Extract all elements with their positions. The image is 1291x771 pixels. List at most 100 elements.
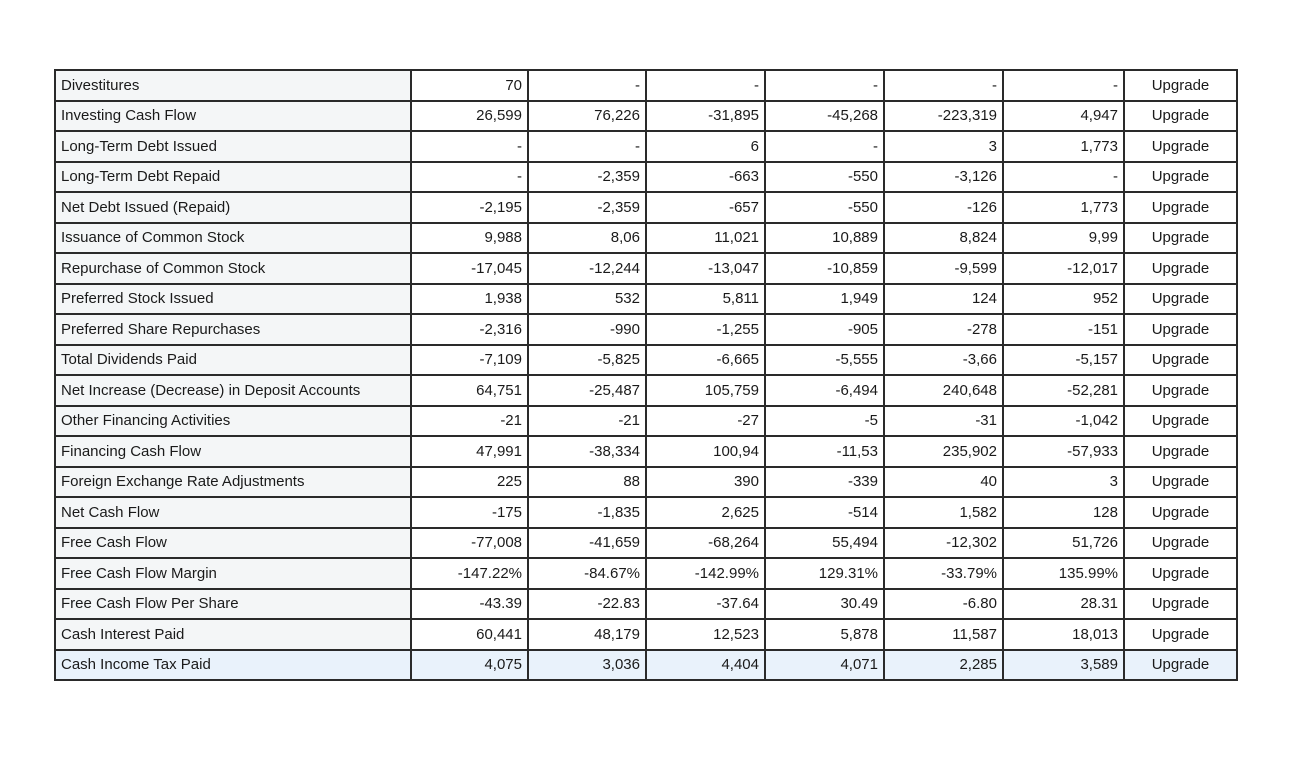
row-label-cell: Long-Term Debt Repaid [54,160,412,193]
upgrade-link[interactable]: Upgrade [1123,69,1238,102]
value-cell: -990 [527,313,647,346]
table-row: Preferred Share Repurchases -2,316 -990 -1,… [54,313,1238,346]
value-cell: 55,494 [764,526,885,559]
value-cell: - [645,69,766,102]
value-cell: -1,255 [645,313,766,346]
upgrade-link[interactable]: Upgrade [1123,496,1238,529]
value-cell: 8,824 [883,221,1004,254]
upgrade-link[interactable]: Upgrade [1123,221,1238,254]
value-cell: 8,06 [527,221,647,254]
value-cell: 64,751 [410,374,529,407]
value-cell: -2,359 [527,191,647,224]
value-cell: -223,319 [883,99,1004,132]
upgrade-link[interactable]: Upgrade [1123,526,1238,559]
value-cell: -147.22% [410,557,529,590]
upgrade-link[interactable]: Upgrade [1123,557,1238,590]
value-cell: -3,126 [883,160,1004,193]
row-label-cell: Cash Interest Paid [54,618,412,651]
value-cell: 124 [883,282,1004,315]
value-cell: -1,042 [1002,404,1125,437]
row-label-cell: Free Cash Flow Margin [54,557,412,590]
row-label-cell: Issuance of Common Stock [54,221,412,254]
value-cell: - [410,160,529,193]
upgrade-link[interactable]: Upgrade [1123,343,1238,376]
row-label-cell: Free Cash Flow Per Share [54,587,412,620]
value-cell: 128 [1002,496,1125,529]
value-cell: -21 [410,404,529,437]
value-cell: 3 [883,130,1004,163]
upgrade-link[interactable]: Upgrade [1123,587,1238,620]
upgrade-link[interactable]: Upgrade [1123,465,1238,498]
value-cell: 9,99 [1002,221,1125,254]
value-cell: 28.31 [1002,587,1125,620]
table-row: Preferred Stock Issued 1,938 532 5,811 1,949… [54,282,1238,315]
value-cell: 1,773 [1002,130,1125,163]
upgrade-link[interactable]: Upgrade [1123,252,1238,285]
value-cell: -339 [764,465,885,498]
upgrade-link[interactable]: Upgrade [1123,374,1238,407]
value-cell: -84.67% [527,557,647,590]
value-cell: -142.99% [645,557,766,590]
value-cell: 48,179 [527,618,647,651]
value-cell: -5,555 [764,343,885,376]
value-cell: -663 [645,160,766,193]
upgrade-link[interactable]: Upgrade [1123,160,1238,193]
value-cell: 26,599 [410,99,529,132]
row-label-cell: Divestitures [54,69,412,102]
value-cell: 76,226 [527,99,647,132]
value-cell: 4,404 [645,648,766,681]
upgrade-link[interactable]: Upgrade [1123,404,1238,437]
value-cell: 235,902 [883,435,1004,468]
value-cell: -33.79% [883,557,1004,590]
row-label-cell: Preferred Share Repurchases [54,313,412,346]
value-cell: 129.31% [764,557,885,590]
value-cell: 9,988 [410,221,529,254]
value-cell: 88 [527,465,647,498]
table-row: Long-Term Debt Repaid - -2,359 -663 -550 -3,1… [54,160,1238,193]
value-cell: -31 [883,404,1004,437]
row-label-cell: Cash Income Tax Paid [54,648,412,681]
value-cell: -2,359 [527,160,647,193]
value-cell: 12,523 [645,618,766,651]
value-cell: 2,285 [883,648,1004,681]
value-cell: 2,625 [645,496,766,529]
table-row: Repurchase of Common Stock -17,045 -12,244… [54,252,1238,285]
upgrade-link[interactable]: Upgrade [1123,282,1238,315]
table-row: Free Cash Flow Per Share -43.39 -22.83 -37.… [54,587,1238,620]
row-label-cell: Foreign Exchange Rate Adjustments [54,465,412,498]
upgrade-link[interactable]: Upgrade [1123,99,1238,132]
value-cell: 1,938 [410,282,529,315]
value-cell: 30.49 [764,587,885,620]
value-cell: 4,071 [764,648,885,681]
value-cell: 5,811 [645,282,766,315]
value-cell: 51,726 [1002,526,1125,559]
value-cell: -43.39 [410,587,529,620]
value-cell: -2,195 [410,191,529,224]
value-cell: -175 [410,496,529,529]
upgrade-link[interactable]: Upgrade [1123,435,1238,468]
row-label-cell: Other Financing Activities [54,404,412,437]
value-cell: 1,773 [1002,191,1125,224]
row-label-cell: Long-Term Debt Issued [54,130,412,163]
upgrade-link[interactable]: Upgrade [1123,648,1238,681]
value-cell: -6,665 [645,343,766,376]
value-cell: -41,659 [527,526,647,559]
value-cell: -3,66 [883,343,1004,376]
upgrade-link[interactable]: Upgrade [1123,313,1238,346]
value-cell: -31,895 [645,99,766,132]
value-cell: 40 [883,465,1004,498]
upgrade-link[interactable]: Upgrade [1123,618,1238,651]
row-label-cell: Net Cash Flow [54,496,412,529]
table-row: Divestitures 70- - - - - Upgrade [54,69,1238,102]
value-cell: 60,441 [410,618,529,651]
value-cell: 532 [527,282,647,315]
upgrade-link[interactable]: Upgrade [1123,191,1238,224]
upgrade-link[interactable]: Upgrade [1123,130,1238,163]
row-label-cell: Investing Cash Flow [54,99,412,132]
cash-flow-table-container: Divestitures 70- - - - - Upgrade Investing Cash… [54,69,1238,681]
value-cell: -278 [883,313,1004,346]
value-cell: -21 [527,404,647,437]
table-row: Free Cash Flow -77,008 -41,659 -68,264 55,49… [54,526,1238,559]
value-cell: - [764,130,885,163]
table-row: Investing Cash Flow 26,599 76,226 -31,895 -4… [54,99,1238,132]
